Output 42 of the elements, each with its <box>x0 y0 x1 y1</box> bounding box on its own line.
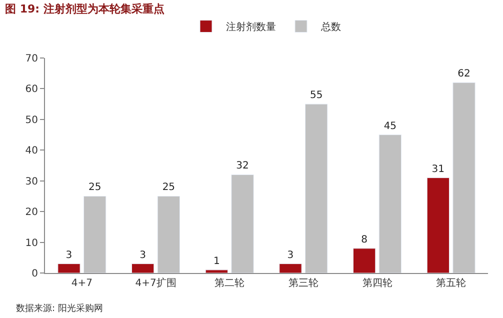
bar <box>231 174 254 273</box>
y-tick-label: 40 <box>25 146 38 157</box>
bar <box>426 178 450 273</box>
data-label: 8 <box>361 234 368 246</box>
bar <box>305 104 328 273</box>
bar <box>353 248 376 273</box>
data-label: 3 <box>287 250 294 261</box>
y-tick-label: 20 <box>25 207 38 218</box>
y-tick-label: 10 <box>25 238 38 249</box>
data-label: 62 <box>458 68 470 80</box>
y-tick-label: 30 <box>25 176 38 188</box>
source-note: 数据来源: 阳光采购网 <box>16 303 103 314</box>
x-tick-label: 4+7扩围 <box>135 277 176 289</box>
bar <box>205 270 228 273</box>
data-label: 3 <box>66 250 72 261</box>
bar <box>132 264 154 273</box>
data-label: 45 <box>384 120 397 132</box>
data-label: 32 <box>236 160 249 172</box>
bar <box>378 134 402 273</box>
data-label: 3 <box>140 250 146 261</box>
bar <box>84 196 106 273</box>
x-tick-label: 第四轮 <box>362 277 392 289</box>
data-label: 1 <box>213 256 220 267</box>
bar <box>452 82 476 273</box>
legend-label: 注射剂数量 <box>226 21 276 34</box>
data-label: 31 <box>432 164 445 175</box>
data-label: 55 <box>310 90 323 102</box>
legend-label: 总数 <box>320 21 341 34</box>
data-label: 25 <box>162 182 176 194</box>
bar <box>58 264 80 273</box>
x-tick-label: 4+7 <box>71 278 92 289</box>
chart-title: 图 19: 注射剂型为本轮集采重点 <box>5 2 164 16</box>
bar <box>157 196 180 273</box>
data-label: 25 <box>88 182 102 194</box>
x-tick-label: 第三轮 <box>288 277 318 289</box>
y-tick-label: 70 <box>25 54 38 64</box>
bar <box>279 264 302 273</box>
y-tick-label: 60 <box>25 84 38 96</box>
y-tick-label: 0 <box>32 268 38 280</box>
x-tick-label: 第二轮 <box>214 277 245 289</box>
x-tick-label: 第五轮 <box>436 277 466 289</box>
y-tick-label: 50 <box>25 114 38 126</box>
